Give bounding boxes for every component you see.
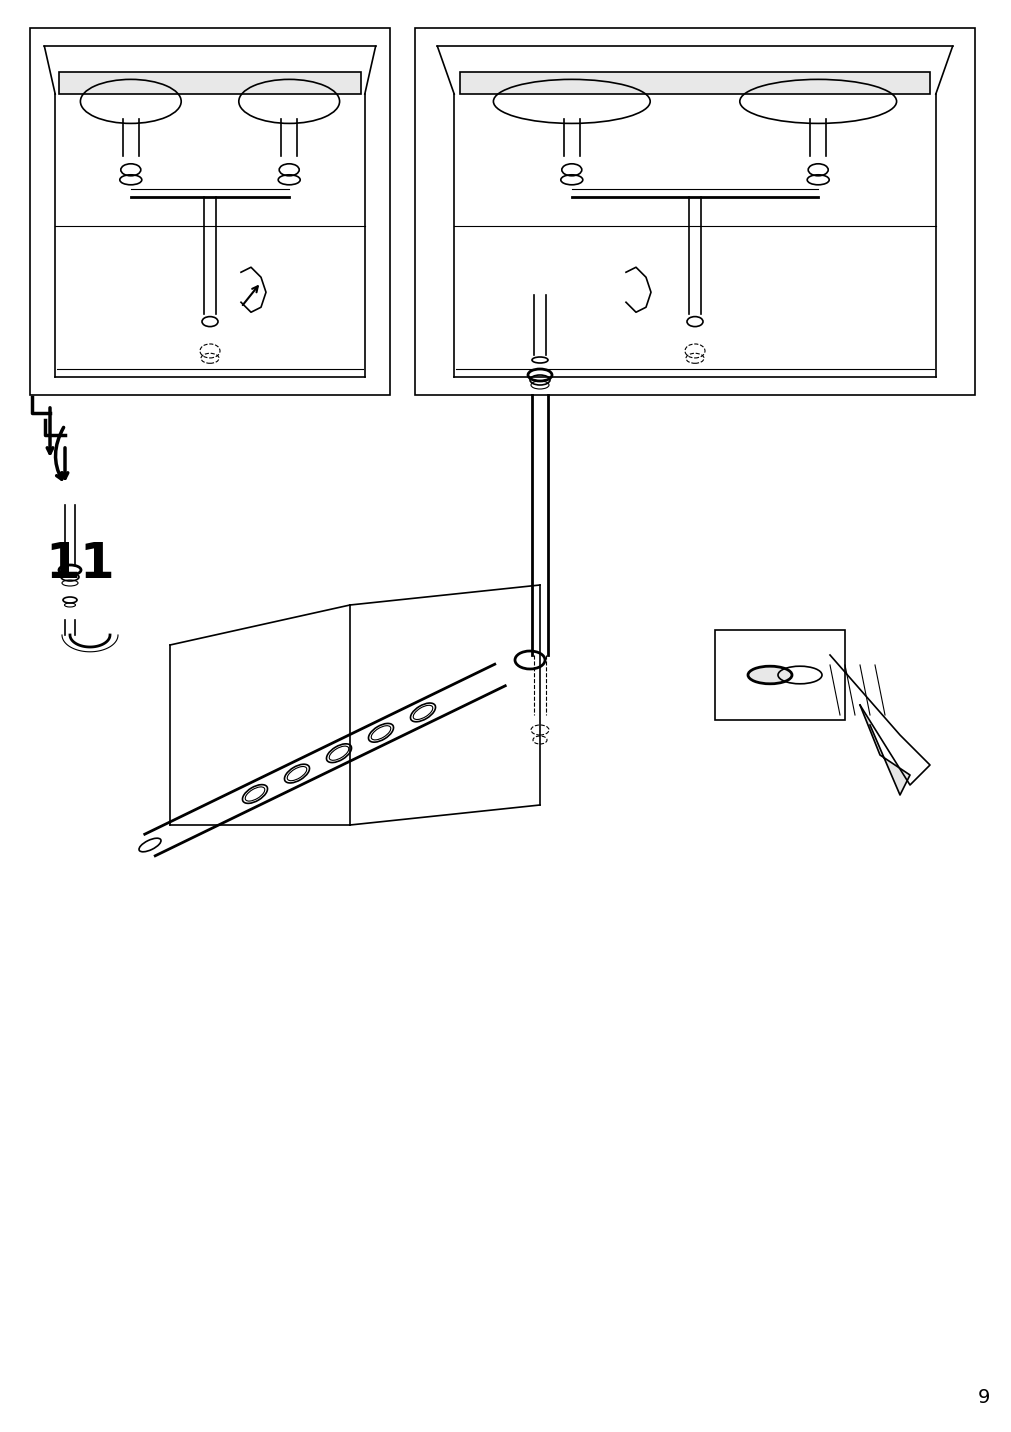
Bar: [59, 72, 361, 95]
Bar: [459, 72, 929, 95]
Bar: [30, 29, 389, 395]
Bar: [715, 630, 844, 720]
Text: 9: 9: [977, 1388, 989, 1408]
Polygon shape: [859, 705, 909, 795]
Bar: [415, 29, 974, 395]
Text: 11: 11: [44, 540, 114, 589]
Ellipse shape: [747, 666, 792, 684]
